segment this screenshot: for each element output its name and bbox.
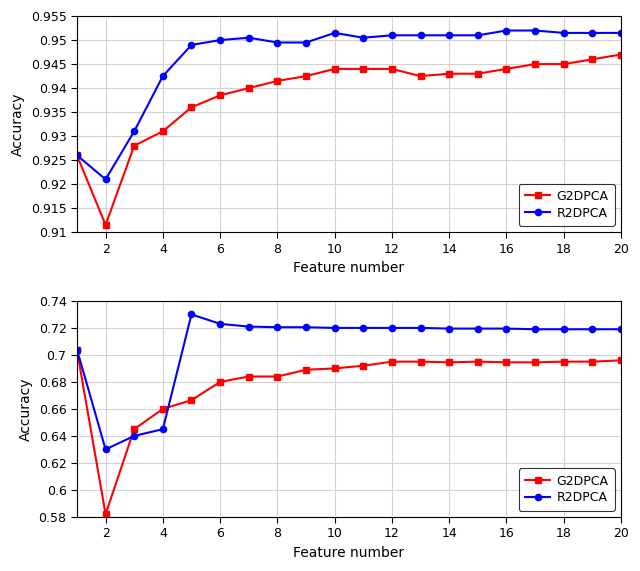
- R2DPCA: [360, 324, 367, 331]
- R2DPCA: [302, 324, 310, 331]
- G2DPCA: [560, 358, 568, 365]
- R2DPCA: [188, 42, 195, 49]
- G2DPCA: [159, 405, 166, 412]
- G2DPCA: [445, 359, 453, 366]
- G2DPCA: [360, 362, 367, 369]
- R2DPCA: [273, 39, 281, 46]
- R2DPCA: [474, 325, 482, 332]
- R2DPCA: [273, 324, 281, 331]
- Y-axis label: Accuracy: Accuracy: [11, 93, 25, 156]
- R2DPCA: [445, 325, 453, 332]
- G2DPCA: [474, 358, 482, 365]
- G2DPCA: [474, 70, 482, 77]
- G2DPCA: [388, 66, 396, 73]
- R2DPCA: [73, 346, 81, 353]
- Line: G2DPCA: G2DPCA: [74, 347, 624, 517]
- G2DPCA: [273, 78, 281, 85]
- X-axis label: Feature number: Feature number: [293, 261, 404, 275]
- G2DPCA: [273, 373, 281, 380]
- G2DPCA: [617, 51, 625, 58]
- G2DPCA: [73, 347, 81, 353]
- G2DPCA: [216, 92, 224, 99]
- Line: G2DPCA: G2DPCA: [74, 51, 624, 228]
- Legend: G2DPCA, R2DPCA: G2DPCA, R2DPCA: [519, 184, 614, 226]
- R2DPCA: [474, 32, 482, 39]
- G2DPCA: [331, 365, 339, 372]
- R2DPCA: [531, 27, 539, 34]
- G2DPCA: [445, 70, 453, 77]
- R2DPCA: [73, 152, 81, 159]
- G2DPCA: [302, 367, 310, 373]
- R2DPCA: [617, 30, 625, 37]
- R2DPCA: [102, 176, 109, 183]
- G2DPCA: [617, 357, 625, 364]
- Legend: G2DPCA, R2DPCA: G2DPCA, R2DPCA: [519, 468, 614, 510]
- G2DPCA: [531, 359, 539, 366]
- Line: R2DPCA: R2DPCA: [74, 311, 624, 453]
- Y-axis label: Accuracy: Accuracy: [19, 377, 33, 441]
- R2DPCA: [131, 432, 138, 439]
- R2DPCA: [102, 446, 109, 453]
- R2DPCA: [245, 34, 253, 41]
- G2DPCA: [417, 358, 424, 365]
- R2DPCA: [216, 320, 224, 327]
- R2DPCA: [188, 311, 195, 318]
- G2DPCA: [245, 85, 253, 91]
- R2DPCA: [417, 324, 424, 331]
- G2DPCA: [216, 379, 224, 385]
- R2DPCA: [388, 324, 396, 331]
- R2DPCA: [560, 30, 568, 37]
- R2DPCA: [502, 27, 510, 34]
- R2DPCA: [331, 30, 339, 37]
- R2DPCA: [388, 32, 396, 39]
- G2DPCA: [360, 66, 367, 73]
- G2DPCA: [502, 359, 510, 366]
- G2DPCA: [131, 142, 138, 149]
- G2DPCA: [73, 152, 81, 159]
- G2DPCA: [531, 61, 539, 67]
- R2DPCA: [245, 323, 253, 330]
- X-axis label: Feature number: Feature number: [293, 546, 404, 560]
- R2DPCA: [589, 326, 596, 333]
- R2DPCA: [331, 324, 339, 331]
- G2DPCA: [188, 397, 195, 404]
- R2DPCA: [216, 37, 224, 43]
- R2DPCA: [531, 326, 539, 333]
- Line: R2DPCA: R2DPCA: [74, 27, 624, 183]
- R2DPCA: [502, 325, 510, 332]
- G2DPCA: [245, 373, 253, 380]
- G2DPCA: [188, 104, 195, 111]
- R2DPCA: [617, 326, 625, 333]
- R2DPCA: [560, 326, 568, 333]
- G2DPCA: [331, 66, 339, 73]
- G2DPCA: [159, 128, 166, 135]
- R2DPCA: [445, 32, 453, 39]
- R2DPCA: [131, 128, 138, 135]
- G2DPCA: [560, 61, 568, 67]
- G2DPCA: [102, 511, 109, 518]
- G2DPCA: [502, 66, 510, 73]
- G2DPCA: [302, 73, 310, 79]
- R2DPCA: [589, 30, 596, 37]
- G2DPCA: [388, 358, 396, 365]
- R2DPCA: [302, 39, 310, 46]
- G2DPCA: [589, 56, 596, 63]
- G2DPCA: [589, 358, 596, 365]
- R2DPCA: [159, 426, 166, 433]
- R2DPCA: [360, 34, 367, 41]
- R2DPCA: [417, 32, 424, 39]
- R2DPCA: [159, 73, 166, 79]
- G2DPCA: [417, 73, 424, 79]
- G2DPCA: [131, 426, 138, 433]
- G2DPCA: [102, 222, 109, 228]
